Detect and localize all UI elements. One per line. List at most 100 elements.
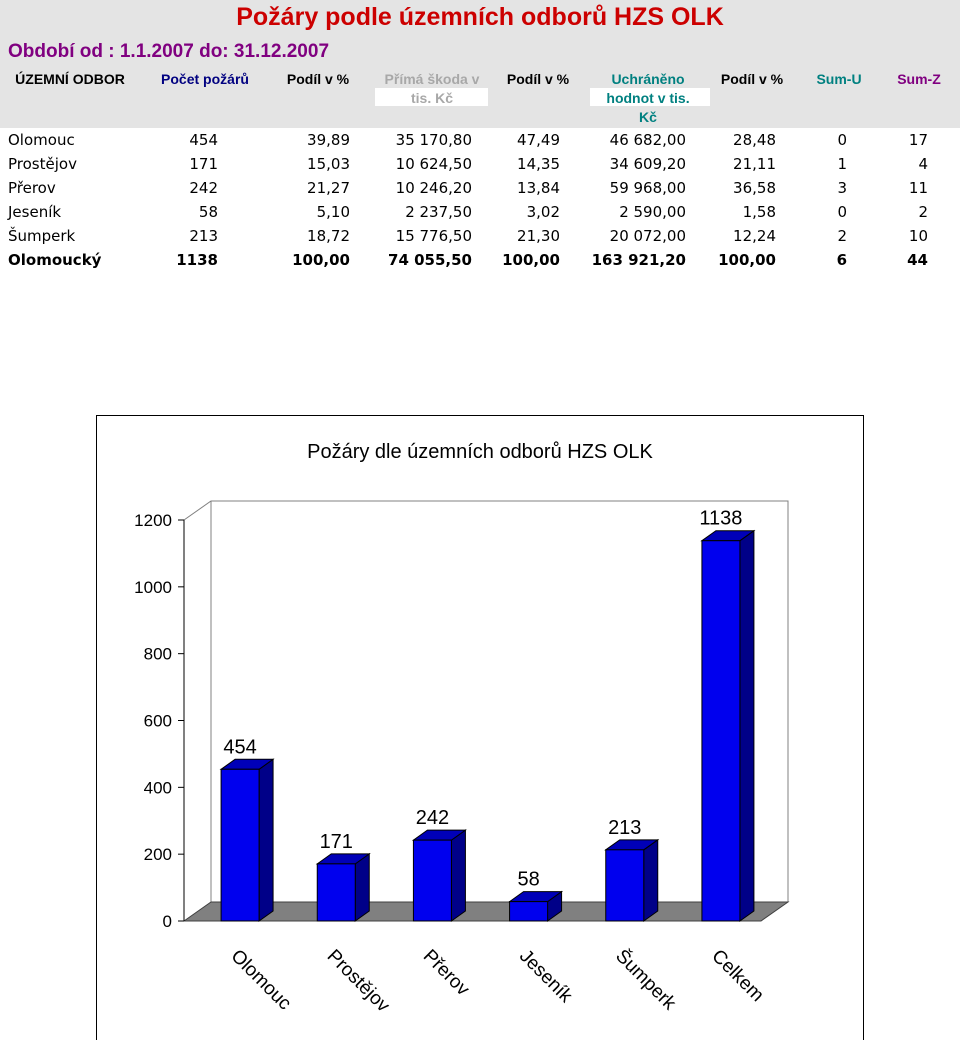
table-cell: 6 <box>836 251 847 269</box>
region-name: Prostějov <box>8 155 77 173</box>
region-name: Olomouc <box>8 131 75 149</box>
table-cell: 35 170,80 <box>395 131 472 149</box>
table-header: Požáry podle územních odborů HZS OLK Obd… <box>0 0 960 128</box>
data-label: 242 <box>416 807 449 829</box>
bar-chart: Požáry dle územních odborů HZS OLK 0 200 40… <box>134 441 790 1017</box>
column-header-9: Sum-Z <box>884 70 954 89</box>
region-name: Šumperk <box>8 227 76 245</box>
column-header-text: Podíl v % <box>506 71 570 87</box>
table-cell: 1,58 <box>742 203 776 221</box>
table-cell: 2 <box>918 203 928 221</box>
header-cell-highlight <box>590 88 710 106</box>
table-cell: 20 072,00 <box>609 227 686 245</box>
table-cell: 10 246,20 <box>395 179 472 197</box>
region-name: Přerov <box>8 179 56 197</box>
column-header-5: Podíl v % <box>488 70 588 89</box>
category-label: Olomouc <box>227 946 296 1015</box>
table-cell: 39,89 <box>307 131 350 149</box>
table-cell: 58 <box>198 203 218 221</box>
y-tick-label: 400 <box>144 778 172 797</box>
column-header-3: Podíl v % <box>268 70 368 89</box>
chart-container: Požáry dle územních odborů HZS OLK 0 200 40… <box>96 415 864 1040</box>
table-cell: 213 <box>189 227 218 245</box>
column-header-text: tis. Kč <box>410 90 453 106</box>
table-cell: 5,10 <box>316 203 350 221</box>
chart-title: Požáry dle územních odborů HZS OLK <box>307 441 653 463</box>
bar <box>509 901 549 922</box>
table-row: Prostějov 171 15,03 10 624,50 14,35 34 609,20… <box>0 152 960 176</box>
column-header-text: Přímá škoda v <box>384 71 480 87</box>
table-cell: 2 590,00 <box>619 203 686 221</box>
table-cell: 13,84 <box>517 179 560 197</box>
table-cell: 12,24 <box>733 227 776 245</box>
table-cell: 15,03 <box>307 155 350 173</box>
table-cell: 0 <box>837 131 847 149</box>
y-tick-label: 1000 <box>134 578 172 597</box>
bar-side <box>258 758 274 922</box>
table-cell: 4 <box>918 155 928 173</box>
table-cell: 21,11 <box>733 155 776 173</box>
period-label: Období od : 1.1.2007 do: 31.12.2007 <box>8 41 330 62</box>
category-label: Přerov <box>419 946 474 1001</box>
bar <box>412 839 452 922</box>
table-cell: 2 <box>837 227 847 245</box>
region-name: Olomoucký <box>8 251 102 269</box>
header-background <box>0 0 960 128</box>
chart-floor <box>182 901 790 922</box>
data-label: 1138 <box>699 508 742 530</box>
bar-side <box>643 838 659 922</box>
table-cell: 100,00 <box>502 251 560 269</box>
table-cell: 17 <box>908 131 928 149</box>
column-header-text: hodnot v tis. <box>606 90 690 106</box>
table-cell: 47,49 <box>517 131 560 149</box>
table-cell: 46 682,00 <box>609 131 686 149</box>
y-tick-label: 0 <box>163 912 172 931</box>
table-cell: 36,58 <box>733 179 776 197</box>
table-row: Jeseník 58 5,10 2 237,50 3,02 2 590,00 1,58 0 2 <box>0 200 960 224</box>
y-tick-label: 600 <box>144 712 172 731</box>
data-label: 58 <box>517 869 539 891</box>
table-cell: 74 055,50 <box>388 251 472 269</box>
table-cell: 163 921,20 <box>591 251 686 269</box>
bar-side <box>450 829 466 922</box>
table-cell: 34 609,20 <box>609 155 686 173</box>
table-cell: 18,72 <box>307 227 350 245</box>
category-label: Šumperk <box>611 945 681 1015</box>
bar-side <box>354 852 370 922</box>
table-cell: 14,35 <box>517 155 560 173</box>
column-header-text: ÚZEMNÍ ODBOR <box>15 71 125 87</box>
bar <box>605 849 645 922</box>
table-cell: 59 968,00 <box>609 179 686 197</box>
column-header-4: Přímá škoda v tis. Kč <box>374 70 490 108</box>
table-cell: 100,00 <box>292 251 350 269</box>
column-header-8: Sum-U <box>804 70 874 89</box>
column-header-text: Uchráněno <box>611 71 685 87</box>
table-cell: 3,02 <box>526 203 560 221</box>
table-cell: 10 624,50 <box>395 155 472 173</box>
table-cell: 100,00 <box>718 251 776 269</box>
table-row: Šumperk 213 18,72 15 776,50 21,30 20 072,00 12… <box>0 224 960 248</box>
table-total-row: Olomoucký 1138 100,00 74 055,50 100,00 163 92… <box>0 248 960 272</box>
page-title: Požáry podle územních odborů HZS OLK <box>236 3 724 31</box>
data-label: 171 <box>320 831 353 853</box>
bar <box>220 768 260 922</box>
data-label: 454 <box>223 736 256 758</box>
column-header-6: Uchráněno hodnot v tis. Kč <box>588 70 708 127</box>
y-tick-label: 200 <box>144 845 172 864</box>
table-cell: 15 776,50 <box>395 227 472 245</box>
table-cell: 0 <box>837 203 847 221</box>
category-label: Prostějov <box>323 946 394 1017</box>
table-cell: 28,48 <box>733 131 776 149</box>
table-cell: 242 <box>189 179 218 197</box>
column-header-text: Kč <box>639 109 657 125</box>
table-cell: 454 <box>189 131 218 149</box>
column-header-text: Podíl v % <box>286 71 350 87</box>
column-header-text: Sum-Z <box>897 71 941 87</box>
table-cell: 1138 <box>176 251 218 269</box>
table-cell: 44 <box>907 251 928 269</box>
table-cell: 2 237,50 <box>405 203 472 221</box>
table-row: Přerov 242 21,27 10 246,20 13,84 59 968,00 36,… <box>0 176 960 200</box>
y-tick-label: 1200 <box>134 511 172 530</box>
category-label: Celkem <box>707 946 767 1006</box>
chart-back-wall <box>183 500 789 921</box>
